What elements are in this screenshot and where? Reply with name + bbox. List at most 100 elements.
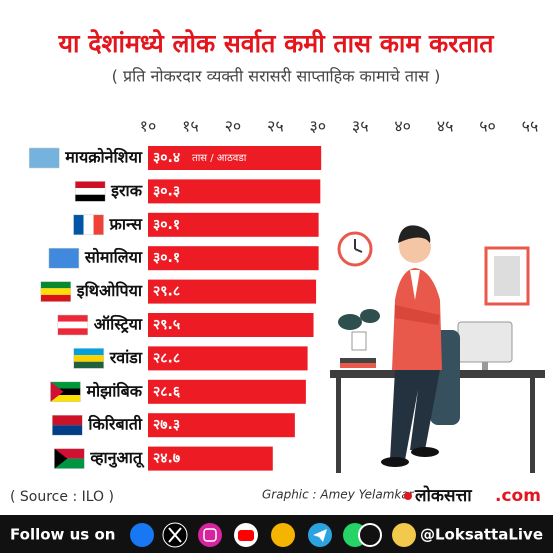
flag-stripe: [73, 355, 104, 362]
flag-border: [52, 414, 83, 436]
flag-border: [54, 448, 85, 469]
flag-stripe: [54, 458, 85, 469]
value-label: २८.८: [153, 350, 180, 366]
x-tick-label: ३०: [309, 117, 326, 136]
flag-border: [57, 314, 89, 336]
flag-stripe: [75, 181, 106, 189]
flag-stripe: [73, 214, 84, 235]
flag-stripe: [50, 381, 81, 389]
illustration: [330, 225, 545, 473]
flag-stripe: [83, 214, 94, 235]
flag-stripe: [52, 425, 83, 436]
instagram-icon[interactable]: [198, 523, 222, 547]
flag-border: [28, 147, 60, 169]
logo-suffix: .com: [495, 486, 541, 506]
flag-stripe: [73, 348, 104, 356]
flag-border: [40, 281, 71, 302]
category-label: फ्रान्स: [109, 214, 144, 233]
value-label: २७.३: [153, 417, 180, 433]
handle-text: @LoksattaLive: [420, 526, 543, 544]
flag-stripe: [29, 148, 60, 168]
flag: [54, 448, 85, 469]
flag-border: [73, 214, 104, 236]
bar: [148, 212, 319, 237]
flag-stripe: [57, 321, 88, 329]
x-tick-label: २०: [225, 117, 242, 136]
bar: [148, 346, 308, 371]
flag-triangle: [50, 381, 64, 402]
flag: [73, 214, 104, 236]
value-label: ३०.३: [153, 183, 180, 199]
flag-stripe: [75, 188, 106, 195]
bar: [148, 313, 314, 337]
flag-triangle: [54, 448, 68, 469]
bar: [148, 413, 295, 438]
flag-stripe: [50, 388, 81, 396]
credit: Graphic : Amey Yelamkar: [262, 488, 415, 502]
value-label: ३०.१: [153, 217, 180, 233]
flag-border: [50, 381, 81, 403]
category-label: रवांडा: [109, 348, 143, 367]
flag-stripe: [75, 194, 106, 202]
category-label: इथिओपिया: [76, 281, 143, 300]
bar: [148, 146, 322, 170]
value-label: २४.७: [153, 451, 180, 467]
follow-text: Follow us on: [10, 526, 115, 544]
bar: [148, 179, 321, 204]
flag-stripe: [50, 395, 81, 402]
chart-subtitle: ( प्रति नोकरदार व्यक्ती सरासरी साप्ताहिक…: [112, 67, 441, 86]
category-label: सोमालिया: [84, 248, 143, 267]
flag-stripe: [40, 281, 71, 289]
flag-stripe: [73, 361, 104, 369]
bar: [148, 446, 273, 471]
threads-icon[interactable]: [358, 523, 382, 547]
flag-border: [74, 181, 106, 202]
flag-border: [48, 247, 80, 269]
category-label: किरिबाती: [87, 415, 143, 434]
logo-name: लोकसत्ता: [414, 485, 472, 506]
value-label: ३०.१: [153, 250, 180, 266]
flag-stripe: [54, 448, 85, 459]
flag-stripe: [52, 415, 83, 426]
flag: [28, 147, 60, 169]
flag: [52, 414, 83, 436]
flag-stripe: [57, 315, 88, 322]
social-icons: [130, 522, 416, 548]
x-tick-label: ४०: [394, 117, 411, 136]
chart-title: या देशांमध्ये लोक सर्वात कमी तास काम करत…: [58, 29, 496, 58]
category-label: इराक: [110, 181, 143, 200]
koo-icon[interactable]: [392, 523, 416, 547]
flag: [48, 247, 80, 269]
x-tick-label: १५: [182, 117, 199, 136]
value-label: २८.६: [153, 384, 181, 400]
bar: [148, 246, 319, 271]
flag-border: [73, 348, 104, 369]
value-label: २९.८: [153, 284, 180, 300]
flag: [50, 381, 81, 403]
x-tick-label: ५०: [479, 117, 496, 136]
x-tick-label: २५: [267, 117, 284, 136]
bar: [148, 279, 317, 304]
category-label: व्हानुआतू: [89, 448, 145, 468]
flag: [40, 281, 71, 302]
facebook-icon[interactable]: [130, 523, 154, 547]
bar: [148, 379, 306, 404]
annotation: तास / आठवडा: [192, 153, 247, 164]
x-tick-label: ४५: [437, 117, 454, 136]
flag-stripe: [57, 328, 88, 335]
category-label: मायक्रोनेशिया: [64, 148, 143, 167]
app-icon[interactable]: [271, 523, 295, 547]
flag-stripe: [40, 294, 71, 302]
x-tick-label: ५५: [522, 117, 539, 136]
value-label: २९.५: [153, 317, 180, 333]
flag: [74, 181, 106, 202]
category-label: ऑस्ट्रिया: [94, 315, 143, 334]
x-tick-label: ३५: [352, 117, 369, 136]
x-tick-label: १०: [140, 117, 157, 136]
flag-stripe: [48, 248, 79, 269]
flag: [73, 348, 104, 369]
source: ( Source : ILO ): [10, 489, 114, 505]
flag: [57, 314, 89, 336]
logo: लोकसत्ता .com: [404, 485, 541, 506]
